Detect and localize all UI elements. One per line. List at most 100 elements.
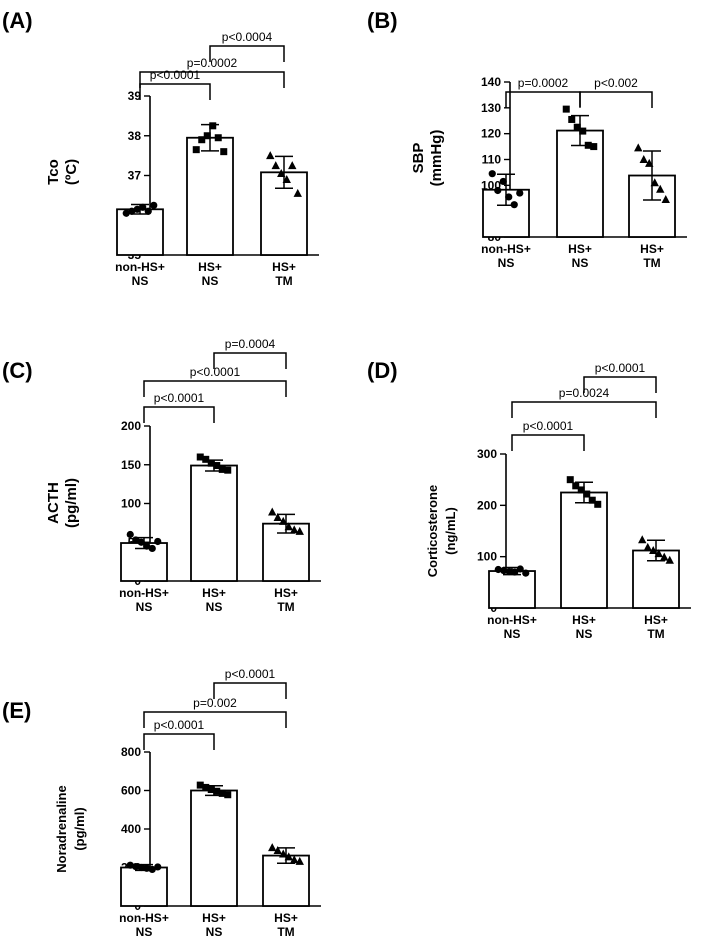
data-point — [154, 863, 162, 871]
data-point — [293, 188, 302, 197]
data-point — [500, 566, 508, 575]
p-value-label: p<0.0001 — [225, 667, 276, 681]
data-point — [290, 525, 299, 534]
data-point — [638, 535, 647, 544]
chart-panel-d: (D)Corticosterone(ng/mL)0100200300non-HS… — [367, 358, 691, 641]
data-point — [665, 555, 674, 564]
significance-bracket — [143, 380, 287, 397]
data-point — [218, 465, 226, 473]
x-tick-label: HS+ — [640, 242, 664, 256]
y-axis-title-group: Noradrenaline (pg/ml) — [54, 785, 87, 872]
y-tick-label: 800 — [121, 745, 141, 759]
panel-label: (C) — [2, 358, 33, 383]
data-point — [209, 122, 217, 130]
data-point — [214, 134, 222, 142]
data-point — [288, 161, 297, 170]
p-value-label: p<0.0001 — [154, 718, 205, 732]
data-point — [566, 476, 574, 484]
significance-bracket — [143, 733, 215, 750]
significance-bracket — [511, 401, 657, 418]
data-point — [132, 536, 140, 544]
data-point — [220, 148, 228, 156]
x-tick-label: NS — [206, 600, 223, 614]
y-axis-title-group: SBP (mmHg) — [410, 130, 445, 187]
data-point — [150, 201, 158, 209]
chart-panel-b: (B)SBP(mmHg)8090100110120130140non-HS+NS… — [367, 8, 687, 270]
data-point — [516, 565, 524, 573]
significance-bracket — [209, 45, 285, 62]
data-point — [573, 123, 581, 131]
p-value-label: p<0.002 — [594, 76, 638, 90]
y-axis-unit: (ng/mL) — [443, 507, 458, 555]
x-tick-label: HS+ — [202, 911, 226, 925]
chart-panel-e: (E)Noradrenaline(pg/ml)0200400600800non-… — [2, 667, 321, 939]
x-tick-label: non-HS+ — [115, 260, 165, 274]
data-point — [279, 849, 288, 858]
x-tick-label: NS — [498, 256, 515, 270]
x-tick-label: NS — [504, 627, 521, 641]
panel-label: (A) — [2, 8, 33, 33]
data-point — [660, 552, 669, 561]
data-point — [511, 568, 519, 576]
y-tick-label: 100 — [477, 550, 497, 564]
x-tick-label: HS+ — [644, 613, 668, 627]
bar — [186, 136, 234, 256]
data-point — [522, 569, 530, 577]
data-point — [572, 482, 580, 490]
significance-bracket — [143, 406, 215, 423]
data-point — [510, 201, 518, 209]
data-point — [207, 786, 215, 794]
data-point — [656, 184, 665, 193]
x-tick-label: NS — [136, 600, 153, 614]
y-tick-label: 38 — [128, 129, 142, 143]
significance-bracket — [511, 434, 585, 451]
data-point — [499, 177, 507, 186]
data-point — [224, 466, 232, 474]
data-point — [218, 789, 226, 797]
significance-bracket — [583, 376, 657, 393]
data-point — [126, 530, 134, 539]
data-point — [148, 865, 156, 874]
data-point — [639, 155, 648, 163]
x-tick-label: NS — [576, 627, 593, 641]
x-tick-label: NS — [136, 925, 153, 939]
data-point — [494, 565, 502, 574]
x-tick-label: TM — [643, 256, 660, 270]
y-axis-title-group: ACTH (pg/ml) — [45, 478, 80, 528]
data-point — [295, 856, 304, 865]
significance-bracket — [213, 352, 287, 369]
data-point — [143, 864, 151, 872]
x-tick-label: TM — [277, 600, 294, 614]
significance-bracket — [579, 91, 653, 108]
p-value-label: p<0.0001 — [190, 365, 241, 379]
data-point — [202, 783, 210, 791]
y-tick-label: 300 — [477, 447, 497, 461]
data-point — [577, 486, 585, 494]
y-tick-label: 39 — [128, 89, 142, 103]
data-point — [126, 861, 134, 869]
y-tick-label: 100 — [121, 497, 141, 511]
panel-label: (D) — [367, 358, 398, 383]
y-axis-title-group: Tco (ºC) — [45, 159, 80, 185]
y-tick-label: 130 — [481, 101, 501, 115]
x-tick-label: HS+ — [572, 613, 596, 627]
data-point — [266, 151, 275, 160]
y-axis-unit: (ºC) — [63, 159, 80, 185]
data-point — [213, 787, 221, 795]
x-tick-label: HS+ — [274, 911, 298, 925]
bar — [116, 208, 164, 256]
data-point — [144, 207, 152, 215]
x-tick-label: HS+ — [274, 586, 298, 600]
significance-bracket — [139, 71, 285, 88]
data-point — [654, 549, 663, 558]
x-tick-label: non-HS+ — [487, 613, 537, 627]
data-point — [224, 791, 232, 799]
y-axis-title: Tco — [45, 159, 62, 185]
data-point — [273, 846, 282, 855]
y-axis-unit: (pg/ml) — [72, 807, 87, 850]
significance-bracket — [505, 91, 581, 108]
y-tick-label: 200 — [477, 498, 497, 512]
x-tick-label: HS+ — [202, 586, 226, 600]
y-tick-label: 200 — [121, 419, 141, 433]
